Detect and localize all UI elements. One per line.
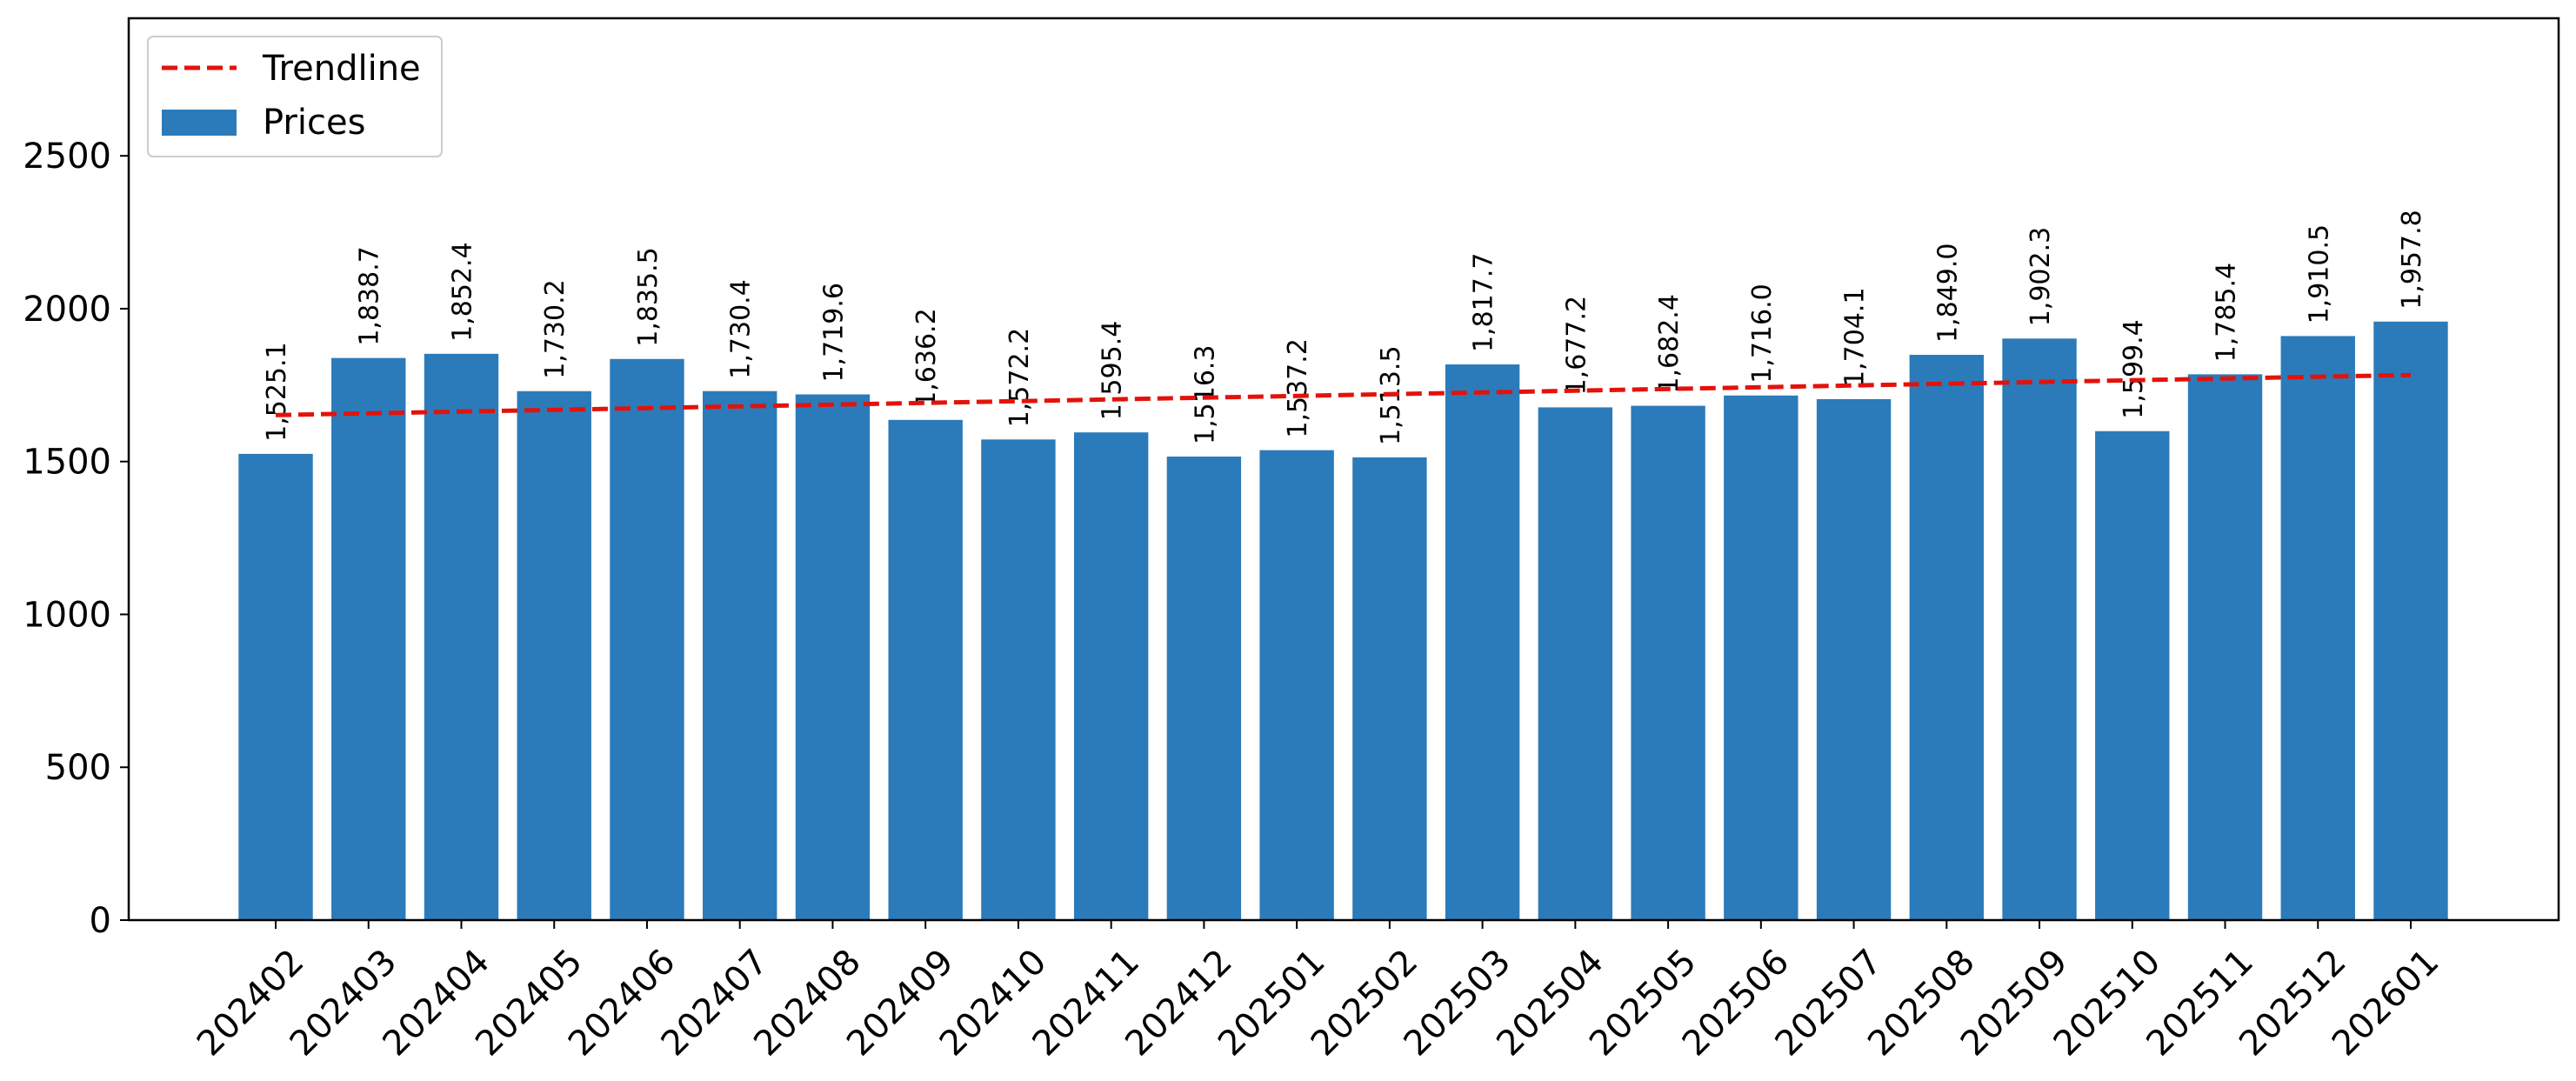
bar-value-label: 1,516.3 [1190, 344, 1220, 444]
bar-value-label: 1,730.2 [540, 279, 571, 379]
y-tick-label: 500 [45, 748, 111, 788]
y-tick-label: 2500 [23, 137, 111, 177]
legend-trendline-label: Trendline [262, 49, 421, 89]
bar [888, 419, 963, 920]
bar-value-label: 1,957.8 [2397, 210, 2427, 310]
bar-value-label: 1,817.7 [1469, 253, 1499, 353]
bar [331, 357, 406, 920]
bar-value-label: 1,537.2 [1283, 338, 1313, 438]
bar [610, 358, 684, 920]
bar [1073, 432, 1149, 920]
bar [238, 453, 313, 920]
x-axis: 2024022024032024042024052024062024072024… [190, 920, 2446, 1064]
bar-labels-layer: 1,525.1 1,838.7 1,852.4 1,730.2 1,835.5 1,730… [262, 210, 2427, 445]
bars-layer [238, 321, 2448, 921]
trendline [275, 372, 2412, 417]
legend-prices-label: Prices [263, 103, 365, 143]
bar [1909, 355, 1984, 920]
bar-value-label: 1,599.4 [2119, 319, 2149, 419]
bar [981, 439, 1056, 920]
bar-value-label: 1,838.7 [355, 246, 385, 346]
y-tick-label: 1000 [23, 595, 111, 635]
bar [795, 394, 871, 921]
bar [1445, 364, 1520, 920]
y-tick-label: 1500 [23, 443, 111, 483]
bar [2280, 336, 2355, 921]
bar [1538, 407, 1613, 920]
bar-value-label: 1,636.2 [911, 308, 942, 408]
bar [1631, 405, 1705, 920]
bar-value-label: 1,716.0 [1747, 284, 1778, 384]
bar [1724, 395, 1799, 921]
bar-value-label: 1,572.2 [1004, 328, 1035, 428]
bar-value-label: 1,852.4 [447, 242, 477, 342]
bar-value-label: 1,677.2 [1561, 296, 1592, 396]
trend-layer [275, 372, 2412, 417]
bar-value-label: 1,704.1 [1840, 287, 1871, 387]
bar [1166, 456, 1242, 920]
bar-value-label: 1,902.3 [2025, 227, 2056, 327]
y-tick-label: 2000 [23, 290, 111, 330]
y-axis: 0 500 1000 1500 2000 2500 [23, 137, 129, 941]
bar [1816, 398, 1892, 920]
bar-value-label: 1,719.6 [818, 283, 849, 383]
bar [517, 390, 591, 920]
bar-value-label: 1,730.4 [726, 279, 757, 379]
bar-value-label: 1,785.4 [2212, 263, 2242, 363]
bar [2002, 338, 2077, 920]
bar-value-label: 1,525.1 [262, 342, 292, 442]
bar-value-label: 1,849.0 [1932, 244, 1963, 344]
legend-prices-swatch [162, 110, 237, 136]
bar [1352, 457, 1427, 920]
legend: Trendline Prices [147, 36, 443, 157]
bar [2187, 374, 2263, 921]
bar [1259, 450, 1334, 920]
plot-frame [127, 17, 2560, 922]
bar [2373, 321, 2448, 920]
bar-value-label: 1,682.4 [1654, 294, 1685, 394]
bar [703, 390, 777, 920]
bar-value-label: 1,835.5 [633, 247, 664, 347]
bar [2095, 430, 2170, 920]
bar [424, 353, 499, 920]
y-tick-label: 0 [90, 901, 111, 941]
bar-value-label: 1,910.5 [2304, 224, 2334, 324]
bar-value-label: 1,595.4 [1098, 321, 1128, 421]
